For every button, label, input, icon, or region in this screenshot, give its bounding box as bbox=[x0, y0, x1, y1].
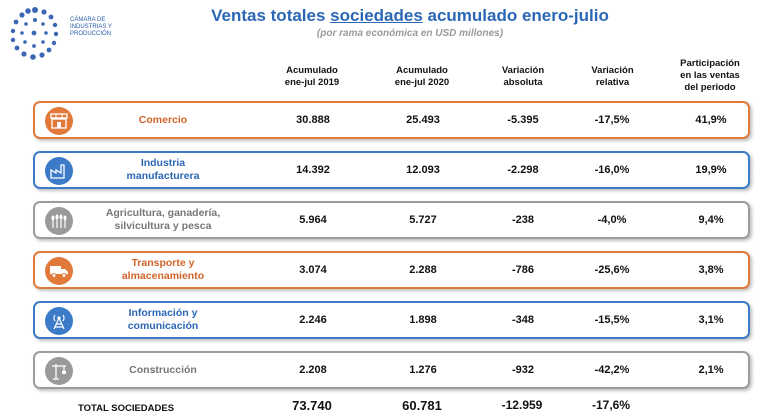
row-transporte: Transporte y almacenamiento 3.074 2.288 -… bbox=[33, 251, 750, 289]
cell-2019: 3.074 bbox=[299, 264, 327, 276]
title-underlined: sociedades bbox=[330, 6, 423, 25]
row-industria: Industria manufacturera 14.392 12.093 -2.… bbox=[33, 151, 750, 189]
logo-line-1: CÁMARA DE bbox=[70, 17, 106, 23]
cell-abs: -238 bbox=[511, 214, 535, 226]
cell-abs: -348 bbox=[511, 314, 535, 326]
cell-abs: -932 bbox=[511, 364, 535, 376]
header-2020-line1: Acumulado bbox=[396, 65, 448, 76]
row-label-line1: Transporte y bbox=[131, 257, 195, 269]
row-label-line1: Agricultura, ganadería, bbox=[105, 207, 221, 219]
header-2019: Acumulado ene-jul 2019 bbox=[262, 65, 362, 89]
row-label-text: Comercio bbox=[138, 113, 188, 126]
title-prefix: Ventas totales bbox=[211, 6, 331, 25]
row-label-line2: comunicación bbox=[127, 320, 199, 332]
header-share-line3: del periodo bbox=[684, 82, 736, 93]
page-title: Ventas totales sociedades acumulado ener… bbox=[130, 6, 690, 26]
cell-rel: -4,0% bbox=[597, 214, 627, 226]
cell-rel: -25,6% bbox=[594, 264, 630, 276]
cell-share: 2,1% bbox=[698, 364, 724, 376]
header-abs: Variación absoluta bbox=[478, 65, 568, 89]
shop-icon bbox=[45, 107, 73, 135]
row-informacion: Información y comunicación 2.246 1.898 -3… bbox=[33, 301, 750, 339]
cell-2020: 12.093 bbox=[406, 164, 440, 176]
header-2020-line2: ene-jul 2020 bbox=[394, 77, 450, 88]
cell-share: 41,9% bbox=[695, 114, 727, 126]
row-label-text: Construcción bbox=[129, 363, 197, 376]
header-rel: Variación relativa bbox=[570, 65, 655, 89]
logo-line-2: INDUSTRIAS Y bbox=[70, 24, 112, 30]
row-label-line1: Industria bbox=[140, 157, 186, 169]
cell-share: 19,9% bbox=[695, 164, 727, 176]
cell-abs: -2.298 bbox=[507, 164, 539, 176]
header-rel-line1: Variación bbox=[591, 65, 634, 76]
cell-share: 3,8% bbox=[698, 264, 724, 276]
wheat-icon bbox=[45, 207, 73, 235]
cell-2020: 5.727 bbox=[409, 214, 437, 226]
cell-2019: 2.246 bbox=[299, 314, 327, 326]
cell-2020: 1.898 bbox=[409, 314, 437, 326]
header-share-line1: Participación bbox=[680, 58, 740, 69]
header-share: Participación en las ventas del periodo bbox=[660, 58, 760, 94]
truck-icon bbox=[45, 257, 73, 285]
logo-line-3: PRODUCCIÓN bbox=[70, 31, 112, 37]
cell-rel: -16,0% bbox=[594, 164, 630, 176]
row-label-line1: Información y bbox=[128, 307, 198, 319]
header-2019-line1: Acumulado bbox=[286, 65, 338, 76]
cell-rel: -17,5% bbox=[594, 114, 630, 126]
row-label: Información y comunicación bbox=[83, 303, 243, 337]
cell-rel: -15,5% bbox=[594, 314, 630, 326]
title-suffix: acumulado enero-julio bbox=[422, 6, 609, 25]
row-label-line2: silvicultura y pesca bbox=[114, 220, 212, 232]
total-2019: 73.740 bbox=[292, 398, 332, 413]
total-label: TOTAL SOCIEDADES bbox=[78, 403, 175, 414]
header-2019-line2: ene-jul 2019 bbox=[284, 77, 340, 88]
header-abs-line2: absoluta bbox=[503, 77, 543, 88]
logo-text: CÁMARA DE INDUSTRIAS Y PRODUCCIÓN bbox=[70, 17, 130, 38]
total-abs: -12.959 bbox=[501, 398, 543, 412]
row-comercio: Comercio 30.888 25.493 -5.395 -17,5% 41,… bbox=[33, 101, 750, 139]
cell-2020: 25.493 bbox=[406, 114, 440, 126]
row-label: Construcción bbox=[83, 353, 243, 387]
header-2020: Acumulado ene-jul 2020 bbox=[372, 65, 472, 89]
row-label: Transporte y almacenamiento bbox=[83, 253, 243, 287]
total-rel: -17,6% bbox=[591, 398, 631, 412]
row-label-line2: almacenamiento bbox=[121, 270, 205, 282]
logo-dots-icon bbox=[10, 7, 59, 60]
cell-2019: 5.964 bbox=[299, 214, 327, 226]
page-subtitle: (por rama económica en USD millones) bbox=[316, 28, 504, 39]
cell-abs: -786 bbox=[511, 264, 535, 276]
row-label: Agricultura, ganadería, silvicultura y pe… bbox=[83, 203, 243, 237]
header-rel-line2: relativa bbox=[595, 77, 630, 88]
cell-abs: -5.395 bbox=[507, 114, 539, 126]
cell-2019: 30.888 bbox=[296, 114, 330, 126]
chamber-logo: CÁMARA DE INDUSTRIAS Y PRODUCCIÓN bbox=[4, 4, 124, 64]
cell-2020: 1.276 bbox=[409, 364, 437, 376]
cell-share: 9,4% bbox=[698, 214, 724, 226]
row-label: Industria manufacturera bbox=[83, 153, 243, 187]
cell-share: 3,1% bbox=[698, 314, 724, 326]
header-share-line2: en las ventas bbox=[680, 70, 740, 81]
cell-rel: -42,2% bbox=[594, 364, 630, 376]
cell-2019: 2.208 bbox=[299, 364, 327, 376]
total-2020: 60.781 bbox=[402, 398, 442, 413]
row-agricultura: Agricultura, ganadería, silvicultura y pe… bbox=[33, 201, 750, 239]
row-construccion: Construcción 2.208 1.276 -932 -42,2% 2,1… bbox=[33, 351, 750, 389]
antenna-icon bbox=[45, 307, 73, 335]
cell-2020: 2.288 bbox=[409, 264, 437, 276]
row-label-line2: manufacturera bbox=[126, 170, 200, 182]
crane-icon bbox=[45, 357, 73, 385]
factory-icon bbox=[45, 157, 73, 185]
row-label: Comercio bbox=[83, 103, 243, 137]
header-abs-line1: Variación bbox=[501, 65, 545, 76]
cell-2019: 14.392 bbox=[296, 164, 330, 176]
